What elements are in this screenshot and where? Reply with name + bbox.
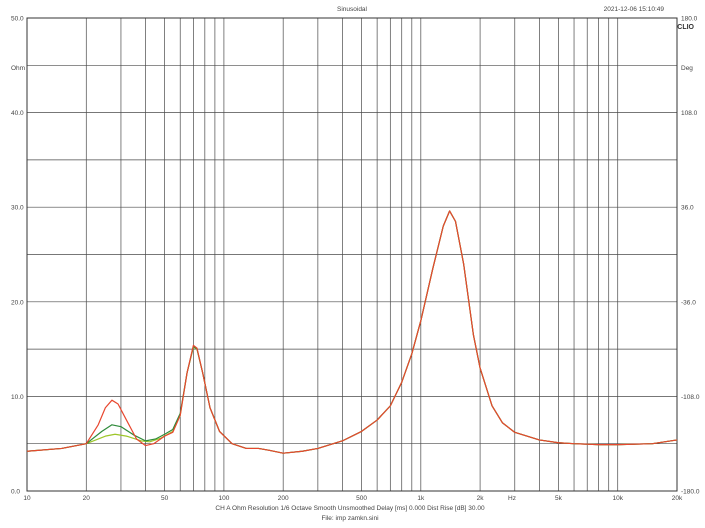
x-tick-label: 10: [23, 495, 31, 502]
y-axis-unit-left: Ohm: [11, 65, 25, 72]
y-tick-label-left: 30.0: [11, 205, 24, 212]
y-tick-label-left: 10.0: [11, 394, 24, 401]
timestamp: 2021-12-06 15:10:49: [604, 6, 665, 13]
y-axis-unit-right: Deg: [681, 65, 693, 72]
x-axis-unit: Hz: [508, 495, 516, 502]
y-tick-label-right: 180.0: [681, 16, 698, 23]
x-tick-label: 20k: [672, 495, 683, 502]
x-tick-label: 5k: [555, 495, 563, 502]
y-tick-label-left: 20.0: [11, 299, 24, 306]
y-tick-label-right: -108.0: [681, 394, 700, 401]
y-tick-label-left: 50.0: [11, 16, 24, 23]
grid-lines: [26, 17, 678, 492]
y-tick-label-right: -36.0: [681, 299, 696, 306]
x-tick-label: 20: [83, 495, 91, 502]
x-tick-label: 1k: [417, 495, 425, 502]
x-tick-label: 200: [278, 495, 289, 502]
x-tick-label: 500: [356, 495, 367, 502]
chart-title: Sinusoidal: [337, 6, 368, 13]
y-tick-label-left: 40.0: [11, 110, 24, 117]
y-tick-label-right: -180.0: [681, 489, 700, 496]
x-tick-label: 50: [161, 495, 169, 502]
x-tick-label: 10k: [612, 495, 623, 502]
clio-logo: CLIO: [677, 24, 694, 31]
x-tick-label: 2k: [477, 495, 485, 502]
footer-settings: CH A Ohm Resolution 1/6 Octave Smooth Un…: [215, 505, 485, 512]
y-tick-label-left: 0.0: [11, 489, 20, 496]
x-tick-label: 100: [218, 495, 229, 502]
y-tick-label-right: 36.0: [681, 205, 694, 212]
y-tick-label-right: 108.0: [681, 110, 698, 117]
footer-file: File: imp zamkn.sini: [321, 515, 378, 522]
plot-frame: [26, 17, 678, 492]
series-line-3: [26, 210, 678, 454]
